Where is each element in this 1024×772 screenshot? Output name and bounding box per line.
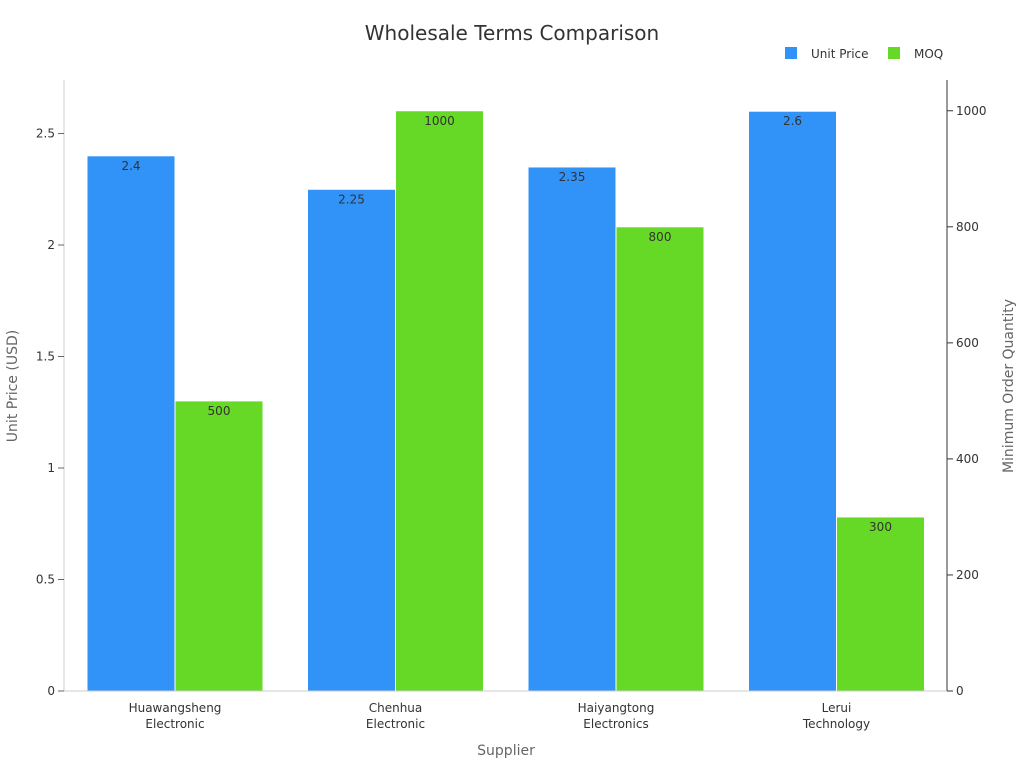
y-tick-left-label: 2.5 — [36, 127, 55, 141]
y-tick-right-label: 400 — [956, 452, 979, 466]
chart-legend: Unit Price MOQ — [785, 47, 943, 61]
bar-value-label: 300 — [869, 520, 892, 534]
y-tick-right-label: 1000 — [956, 104, 987, 118]
y-tick-left-label: 1.5 — [36, 350, 55, 364]
y-tick-left-label: 1 — [47, 461, 55, 475]
bar-value-label: 1000 — [424, 114, 455, 128]
bar-moq — [836, 516, 925, 692]
y-tick-right-label: 600 — [956, 336, 979, 350]
y-tick-right-label: 200 — [956, 568, 979, 582]
bar-value-label: 500 — [208, 404, 231, 418]
y-tick-left-label: 0.5 — [36, 573, 55, 587]
x-tick-label: Electronic — [145, 717, 204, 731]
x-tick-label: Technology — [802, 717, 870, 731]
bar-group — [86, 110, 925, 692]
y-tick-right-label: 800 — [956, 220, 979, 234]
bar-value-label: 800 — [649, 230, 672, 244]
x-tick-label: Huawangsheng — [129, 701, 222, 715]
y-tick-left-label: 2 — [47, 238, 55, 252]
x-axis-title: Supplier — [477, 743, 535, 759]
x-tick-label: Electronics — [583, 717, 648, 731]
bar-moq — [395, 110, 484, 692]
y-tick-right-label: 0 — [956, 684, 964, 698]
bar-unit-price — [527, 166, 617, 692]
y-tick-left-label: 0 — [47, 684, 55, 698]
x-tick-label: Chenhua — [369, 701, 423, 715]
legend-swatch-moq — [888, 47, 900, 59]
bar-value-label: 2.25 — [338, 192, 365, 206]
y-axis-left-title: Unit Price (USD) — [5, 330, 21, 442]
bar-unit-price — [748, 110, 837, 692]
legend-label-unit-price: Unit Price — [811, 47, 869, 61]
axes-group: Huawangsheng Electronic Chenhua Electronic H… — [36, 80, 987, 731]
x-tick-label: Haiyangtong — [578, 701, 655, 715]
chart-title: Wholesale Terms Comparison — [365, 21, 659, 45]
x-tick-label: Electronic — [366, 717, 425, 731]
bar-unit-price — [307, 188, 396, 692]
bar-value-label: 2.35 — [559, 170, 586, 184]
bar-value-label: 2.4 — [121, 159, 140, 173]
x-tick-label: Lerui — [822, 701, 852, 715]
y-axis-right-title: Minimum Order Quantity — [1001, 299, 1017, 473]
bar-moq — [615, 226, 705, 692]
bar-unit-price — [86, 155, 176, 692]
value-label-group: 2.4 500 2.25 1000 2.35 800 2.6 300 — [121, 114, 892, 534]
legend-swatch-unit-price — [785, 47, 797, 59]
bar-value-label: 2.6 — [783, 114, 802, 128]
legend-label-moq: MOQ — [914, 47, 943, 61]
bar-moq — [174, 400, 264, 692]
